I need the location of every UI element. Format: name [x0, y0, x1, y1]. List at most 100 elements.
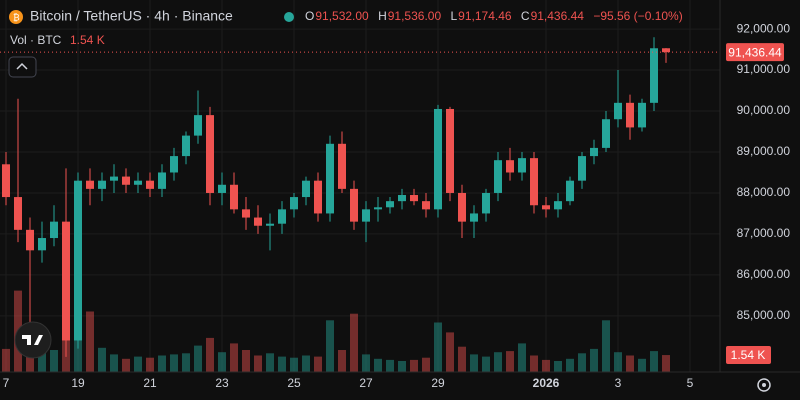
volume-bar: [146, 357, 154, 372]
candle-body: [518, 158, 526, 173]
candle-body: [38, 238, 46, 251]
candle-body: [158, 172, 166, 189]
candle-body: [2, 164, 10, 198]
x-tick-label: 23: [215, 376, 229, 390]
volume-bar: [314, 356, 322, 372]
volume-bar: [338, 350, 346, 372]
candle-body: [482, 192, 490, 214]
volume-bar: [422, 357, 430, 372]
candle-body: [74, 180, 82, 341]
x-tick-label: 5: [687, 376, 694, 390]
volume-bar: [326, 320, 334, 372]
candle-body: [638, 102, 646, 128]
y-tick-label: 91,000.00: [737, 62, 791, 76]
market-status: [284, 12, 294, 22]
volume-bar: [434, 322, 442, 372]
x-tick-label: 21: [143, 376, 157, 390]
candle-body: [266, 223, 274, 226]
volume-bar: [566, 358, 574, 372]
volume-bar: [590, 348, 598, 372]
candle-body: [614, 102, 622, 120]
volume-bar: [626, 355, 634, 372]
candle-body: [650, 48, 658, 103]
candle-body: [590, 147, 598, 157]
candle-body: [98, 180, 106, 189]
candle-body: [662, 48, 670, 53]
ohlc-legend: O91,532.00 H91,536.00 L91,174.46 C91,436…: [305, 9, 683, 23]
last-price-label: 91,436.44: [728, 45, 782, 59]
legend-key: H: [378, 9, 387, 23]
candle-body: [134, 180, 142, 185]
candle-body: [146, 180, 154, 189]
legend-value: 91,436.44: [531, 9, 585, 23]
volume-bar: [194, 345, 202, 372]
candle-body: [506, 160, 514, 173]
volume-bar: [110, 354, 118, 372]
volume-bar: [50, 350, 58, 372]
volume-axis-box: [726, 346, 771, 364]
volume-bar: [290, 357, 298, 372]
tv-logo-mark: [22, 335, 43, 345]
volume-bar: [518, 343, 526, 372]
y-tick-label: 88,000.00: [737, 185, 791, 199]
volume-title: Vol · BTC: [10, 33, 62, 47]
volume-bar: [410, 359, 418, 372]
candle-body: [398, 195, 406, 202]
legend-value: 91,532.00: [315, 9, 369, 23]
volume-bar: [554, 361, 562, 372]
collapse-button[interactable]: [8, 56, 37, 78]
y-tick-label: 85,000.00: [737, 308, 791, 322]
coin-symbol: ₿: [13, 12, 20, 22]
candle-body: [290, 197, 298, 210]
candle-body: [338, 143, 346, 189]
volume-bar: [650, 351, 658, 372]
volume-bar: [398, 361, 406, 372]
candle-body: [50, 221, 58, 239]
volume-bar: [578, 353, 586, 372]
volume-bar: [254, 355, 262, 372]
volume-bar: [218, 352, 226, 372]
candle-body: [26, 229, 34, 251]
y-tick-label: 87,000.00: [737, 226, 791, 240]
tv-logo[interactable]: [14, 321, 52, 359]
x-tick-label: 2026: [533, 376, 560, 390]
volume-bar: [74, 333, 82, 372]
settings-icon[interactable]: [757, 378, 771, 392]
candle-body: [566, 180, 574, 202]
volume-bar: [86, 311, 94, 372]
candle-body: [86, 180, 94, 189]
volume-bar: [638, 358, 646, 372]
x-tick-label: 27: [359, 376, 373, 390]
volume-bar: [266, 353, 274, 372]
candle-body: [554, 201, 562, 210]
candle-body: [110, 176, 118, 181]
candle-body: [302, 180, 310, 198]
volume-bar: [122, 358, 130, 372]
candle-body: [470, 213, 478, 222]
candle-body: [314, 180, 322, 214]
y-tick-label: 92,000.00: [737, 21, 791, 35]
candle-body: [206, 115, 214, 193]
last-price-box: [726, 43, 784, 62]
volume-bar: [182, 353, 190, 372]
x-tick-label: 19: [71, 376, 85, 390]
collapse-icon: [16, 62, 28, 70]
candle-body: [122, 176, 130, 185]
volume-value: 1.54 K: [70, 33, 105, 47]
x-tick-label: 29: [431, 376, 445, 390]
legend-key: C: [521, 9, 530, 23]
candle-body: [578, 156, 586, 181]
volume-bar: [602, 320, 610, 372]
volume-bar: [230, 343, 238, 372]
candle-body: [350, 188, 358, 222]
legend-change: −95.56 (−0.10%): [593, 9, 682, 23]
candle-body: [62, 221, 70, 341]
volume-bar: [662, 355, 670, 372]
y-tick-label: 90,000.00: [737, 103, 791, 117]
candle-body: [494, 160, 502, 193]
volume-axis-label: 1.54 K: [731, 348, 766, 362]
symbol-title[interactable]: Bitcoin / TetherUS · 4h · Binance: [30, 8, 233, 24]
volume-bar: [38, 345, 46, 372]
x-tick-label: 3: [615, 376, 622, 390]
